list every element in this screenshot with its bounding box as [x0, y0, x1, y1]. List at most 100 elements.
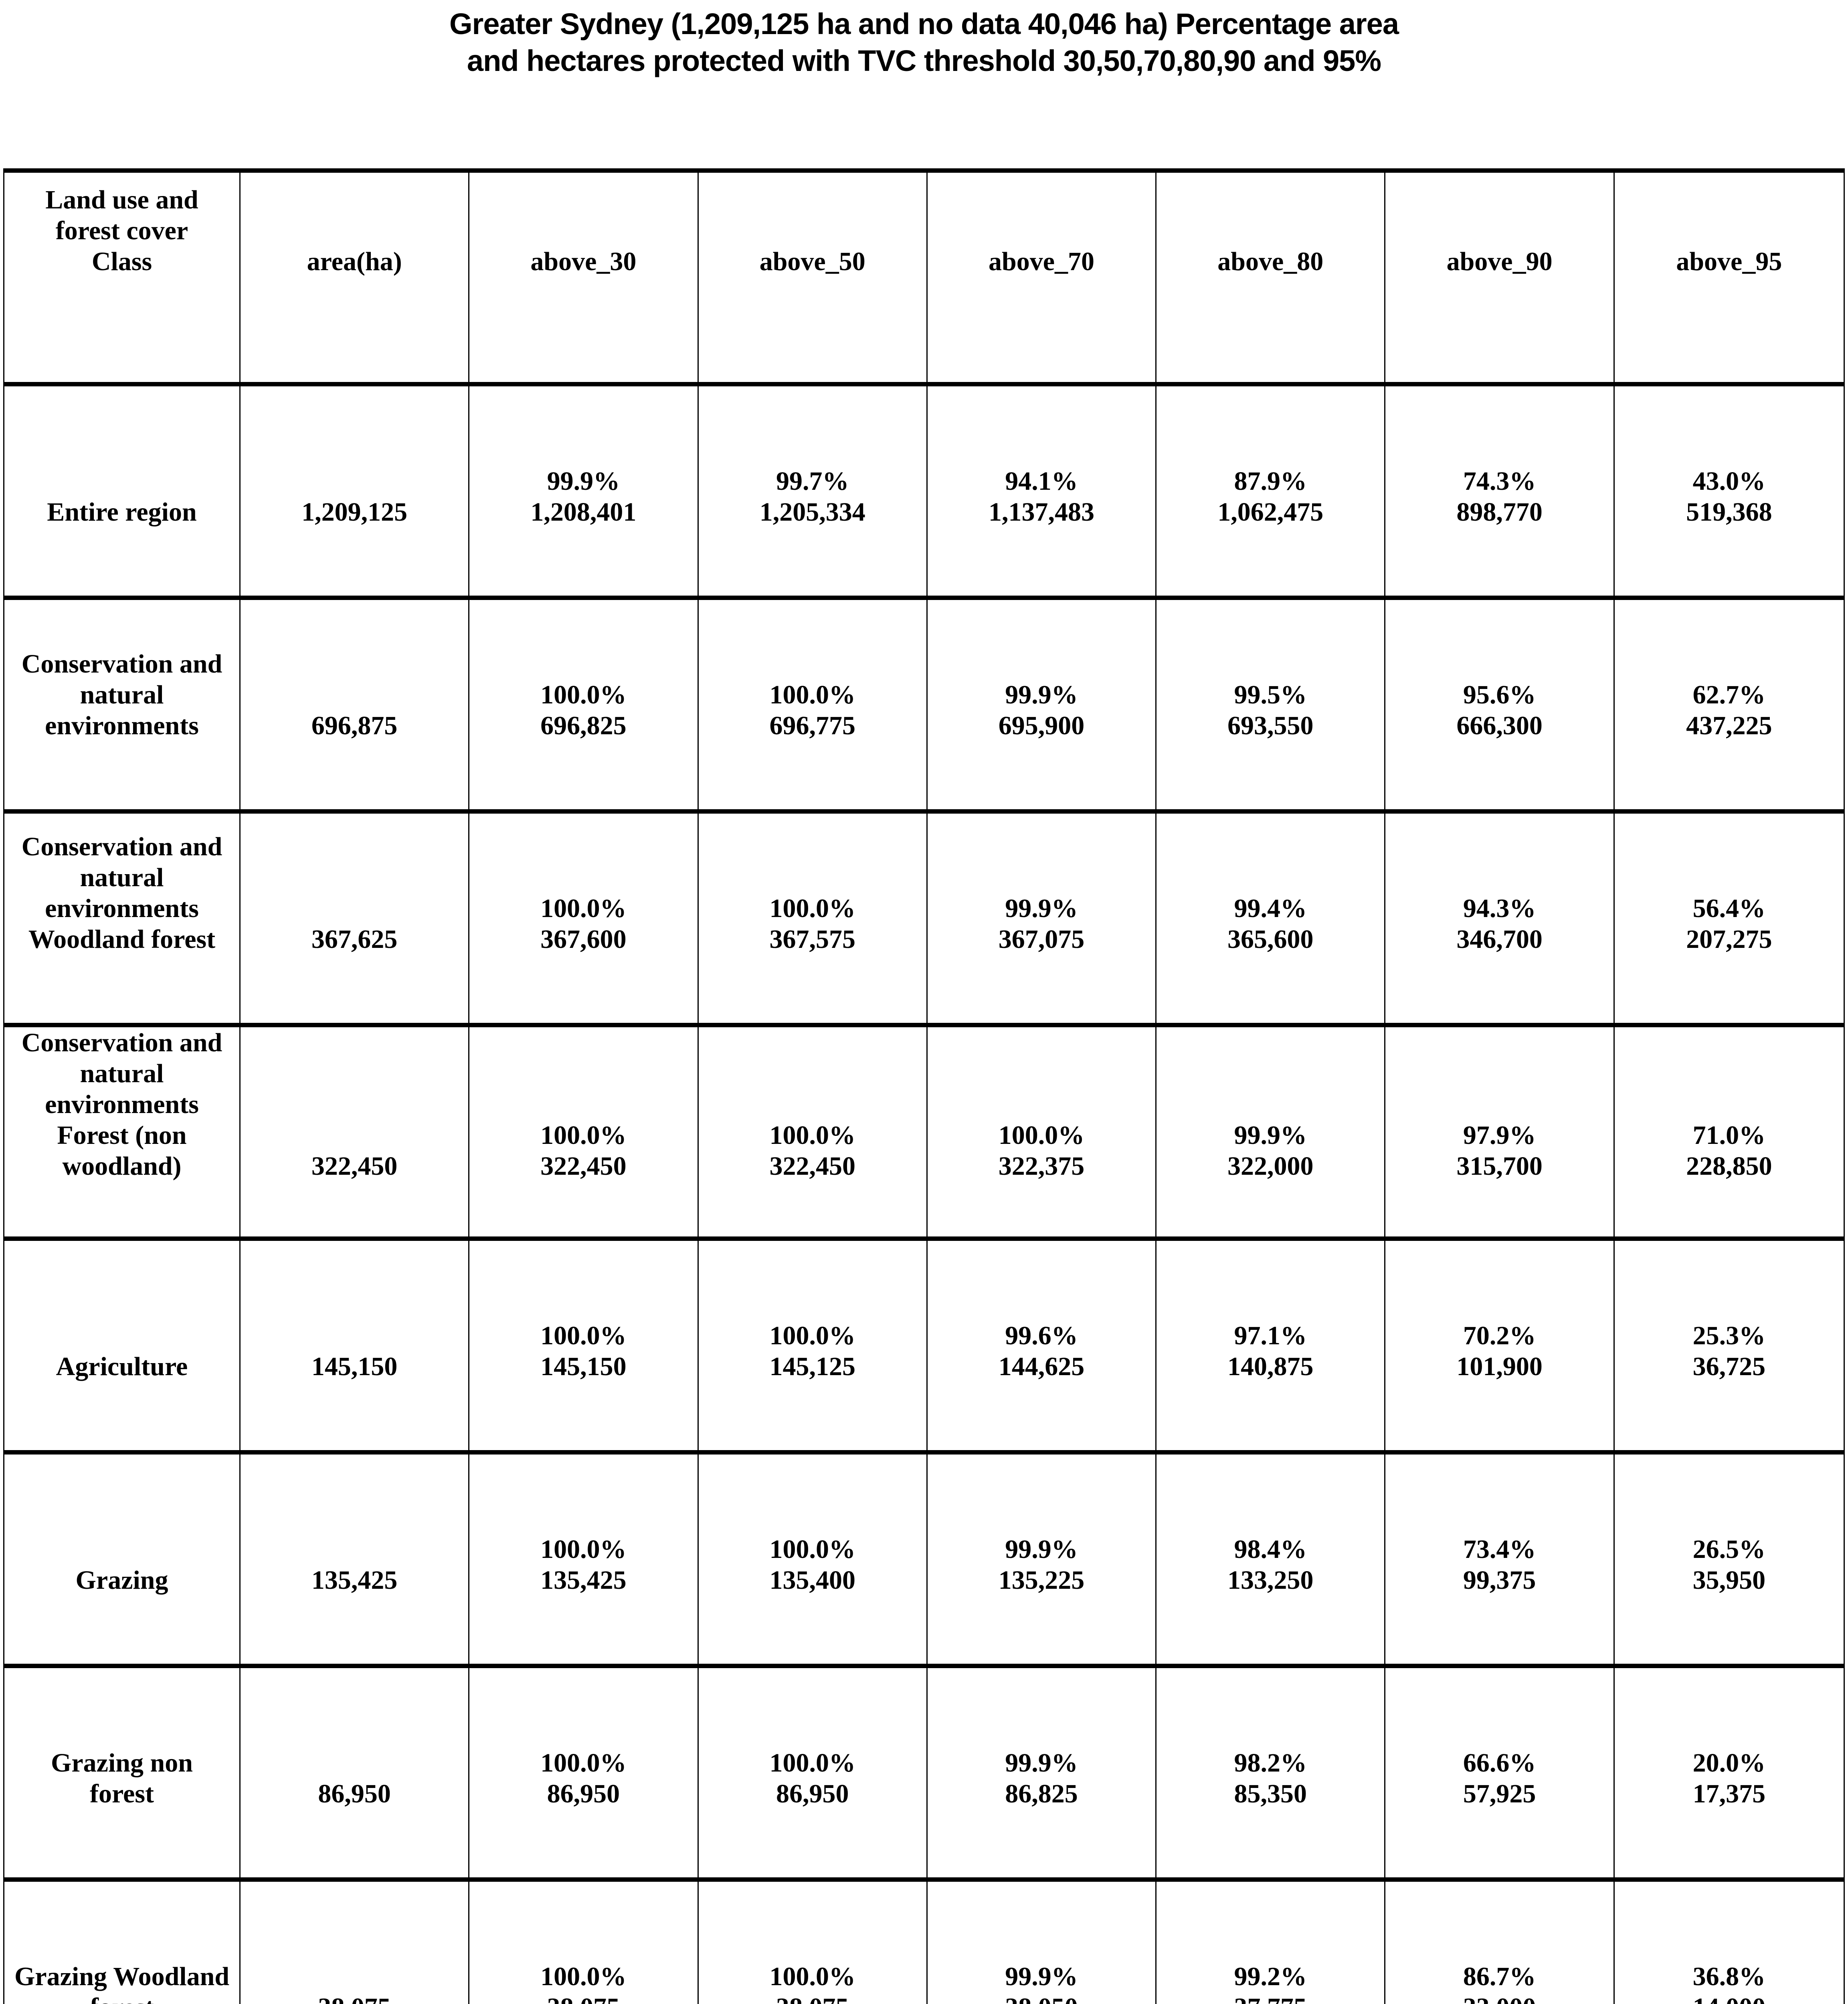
hectares-value: 367,575 — [769, 925, 855, 954]
percent-value: 43.0% — [1692, 467, 1766, 496]
hectares-value: 1,205,334 — [759, 497, 865, 527]
table-cell: 97.9% 315,700 — [1385, 1027, 1615, 1250]
percent-value: 71.0% — [1692, 1121, 1766, 1150]
column-header: area(ha) — [241, 173, 470, 382]
table-row: Entire region 1,209,125 99.9% 1,208,401 99.7… — [4, 382, 1844, 596]
area-value: 145,150 — [241, 1241, 470, 1450]
column-header: above_30 — [469, 173, 699, 382]
table-cell: 98.2% 85,350 — [1157, 1668, 1386, 1877]
hectares-value: 17,375 — [1692, 1779, 1766, 1808]
table-row: Conservation and natural environments 696… — [4, 596, 1844, 809]
page-title-line1: Greater Sydney (1,209,125 ha and no data… — [449, 7, 1399, 40]
percent-value: 99.6% — [1005, 1321, 1078, 1350]
row-label: Conservation and natural environments — [4, 600, 241, 809]
table-cell: 36.8%14,000 — [1615, 1882, 1844, 2004]
percent-value: 94.3% — [1463, 894, 1536, 923]
hectares-value: 101,900 — [1456, 1352, 1543, 1381]
percent-value: 99.9% — [1005, 680, 1078, 709]
hectares-value: 37,775 — [1234, 1992, 1307, 2004]
area-value: 1,209,125 — [241, 386, 470, 596]
area-value: 322,450 — [241, 1027, 470, 1250]
page-title: Greater Sydney (1,209,125 ha and no data… — [0, 6, 1848, 79]
table-cell: 100.0% 322,375 — [928, 1027, 1157, 1250]
hectares-value: 1,208,401 — [530, 497, 637, 527]
area-value: 38,075 — [241, 1882, 470, 2004]
table-cell: 99.7% 1,205,334 — [699, 386, 928, 596]
percent-value: 56.4% — [1692, 894, 1766, 923]
table-cell: 74.3% 898,770 — [1385, 386, 1615, 596]
table-cell: 70.2% 101,900 — [1385, 1241, 1615, 1450]
column-header: above_80 — [1157, 173, 1386, 382]
area-value: 86,950 — [241, 1668, 470, 1877]
table-header-row: Land use and forest cover Class area(ha) a… — [4, 168, 1844, 382]
table-cell: 95.6% 666,300 — [1385, 600, 1615, 809]
percent-value: 97.1% — [1234, 1321, 1307, 1350]
percent-value: 100.0% — [540, 1121, 627, 1150]
hectares-value: 144,625 — [998, 1352, 1085, 1381]
hectares-value: 346,700 — [1456, 925, 1543, 954]
percent-value: 36.8% — [1692, 1962, 1766, 1991]
hectares-value: 145,125 — [769, 1352, 855, 1381]
percent-value: 25.3% — [1692, 1321, 1766, 1350]
table-cell: 62.7% 437,225 — [1615, 600, 1844, 809]
table-cell: 99.9% 86,825 — [928, 1668, 1157, 1877]
percent-value: 99.9% — [547, 467, 620, 496]
percent-value: 100.0% — [540, 1962, 627, 1991]
table-cell: 26.5% 35,950 — [1615, 1455, 1844, 1664]
hectares-value: 207,275 — [1686, 925, 1772, 954]
hectares-value: 315,700 — [1456, 1151, 1543, 1181]
table-cell: 100.0% 696,775 — [699, 600, 928, 809]
table-cell: 20.0% 17,375 — [1615, 1668, 1844, 1877]
percent-value: 70.2% — [1463, 1321, 1536, 1350]
table-cell: 100.0% 86,950 — [469, 1668, 699, 1877]
row-label: Grazing — [4, 1455, 241, 1664]
area-value: 696,875 — [241, 600, 470, 809]
hectares-value: 696,775 — [769, 711, 855, 740]
percent-value: 100.0% — [540, 1748, 627, 1778]
table-cell: 99.9% 135,225 — [928, 1455, 1157, 1664]
hectares-value: 519,368 — [1686, 497, 1772, 527]
percent-value: 99.9% — [1005, 1962, 1078, 1991]
table-cell: 100.0%38,075 — [699, 1882, 928, 2004]
percent-value: 100.0% — [769, 680, 855, 709]
percent-value: 99.2% — [1234, 1962, 1307, 1991]
hectares-value: 367,075 — [998, 925, 1085, 954]
table-cell: 99.5% 693,550 — [1157, 600, 1386, 809]
table-cell: 99.9% 1,208,401 — [469, 386, 699, 596]
percent-value: 100.0% — [540, 894, 627, 923]
hectares-value: 322,375 — [998, 1151, 1085, 1181]
table-row: Agriculture 145,150 100.0% 145,150 100.0% 145… — [4, 1236, 1844, 1450]
hectares-value: 33,000 — [1463, 1992, 1536, 2004]
percent-value: 100.0% — [540, 1535, 627, 1564]
percent-value: 100.0% — [769, 1535, 855, 1564]
table-cell: 99.9% 322,000 — [1157, 1027, 1386, 1250]
table-cell: 87.9% 1,062,475 — [1157, 386, 1386, 596]
hectares-value: 86,950 — [547, 1779, 620, 1808]
table-cell: 100.0% 696,825 — [469, 600, 699, 809]
table-cell: 100.0% 367,600 — [469, 814, 699, 1023]
row-label: Agriculture — [4, 1241, 241, 1450]
percent-value: 87.9% — [1234, 467, 1307, 496]
percent-value: 99.9% — [1005, 1535, 1078, 1564]
hectares-value: 135,400 — [769, 1566, 855, 1595]
table-cell: 100.0% 86,950 — [699, 1668, 928, 1877]
hectares-value: 322,450 — [769, 1151, 855, 1181]
table-cell: 99.9% 695,900 — [928, 600, 1157, 809]
table-cell: 97.1% 140,875 — [1157, 1241, 1386, 1450]
hectares-value: 1,062,475 — [1217, 497, 1324, 527]
hectares-value: 322,450 — [540, 1151, 627, 1181]
area-value: 135,425 — [241, 1455, 470, 1664]
table-cell: 100.0% 135,425 — [469, 1455, 699, 1664]
row-label: Conservation and natural environments Wo… — [4, 814, 241, 1023]
percent-value: 100.0% — [769, 1121, 855, 1150]
table-cell: 100.0% 367,575 — [699, 814, 928, 1023]
column-header: above_70 — [928, 173, 1157, 382]
percent-value: 86.7% — [1463, 1962, 1536, 1991]
percent-value: 100.0% — [769, 1321, 855, 1350]
table-cell: 100.0% 322,450 — [699, 1027, 928, 1250]
table-row: Grazing Woodland forest38,075100.0%38,07… — [4, 1877, 1844, 2004]
row-label: Grazing non forest — [4, 1668, 241, 1877]
hectares-value: 86,825 — [1005, 1779, 1078, 1808]
table-cell: 99.2%37,775 — [1157, 1882, 1386, 2004]
percent-value: 100.0% — [769, 894, 855, 923]
